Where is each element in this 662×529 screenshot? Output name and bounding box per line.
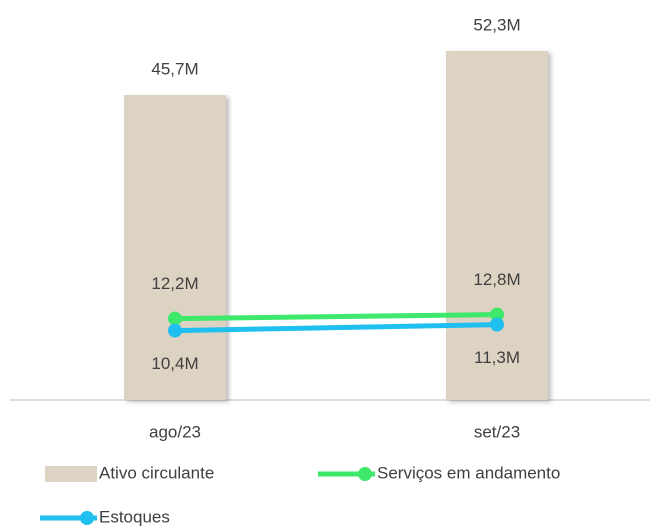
data-label: 12,2M bbox=[151, 274, 198, 293]
legend-label: Ativo circulante bbox=[99, 463, 214, 482]
bar bbox=[124, 95, 226, 401]
data-label: 11,3M bbox=[474, 348, 520, 367]
data-label: 52,3M bbox=[473, 15, 520, 34]
x-tick-label: set/23 bbox=[474, 422, 520, 441]
legend-label: Serviços em andamento bbox=[377, 463, 560, 482]
bar bbox=[446, 51, 548, 400]
data-label: 45,7M bbox=[151, 60, 198, 79]
data-label: 10,4M bbox=[151, 354, 198, 373]
marker bbox=[168, 323, 182, 338]
legend-label: Estoques bbox=[99, 507, 170, 526]
legend-marker bbox=[358, 467, 372, 481]
marker bbox=[168, 311, 182, 326]
data-label: 12,8M bbox=[473, 270, 520, 289]
legend-marker bbox=[80, 511, 94, 525]
legend-swatch bbox=[45, 466, 97, 482]
marker bbox=[490, 317, 504, 332]
x-tick-label: ago/23 bbox=[149, 422, 201, 441]
line bbox=[174, 322, 498, 334]
line bbox=[174, 312, 498, 322]
marker bbox=[490, 307, 504, 322]
